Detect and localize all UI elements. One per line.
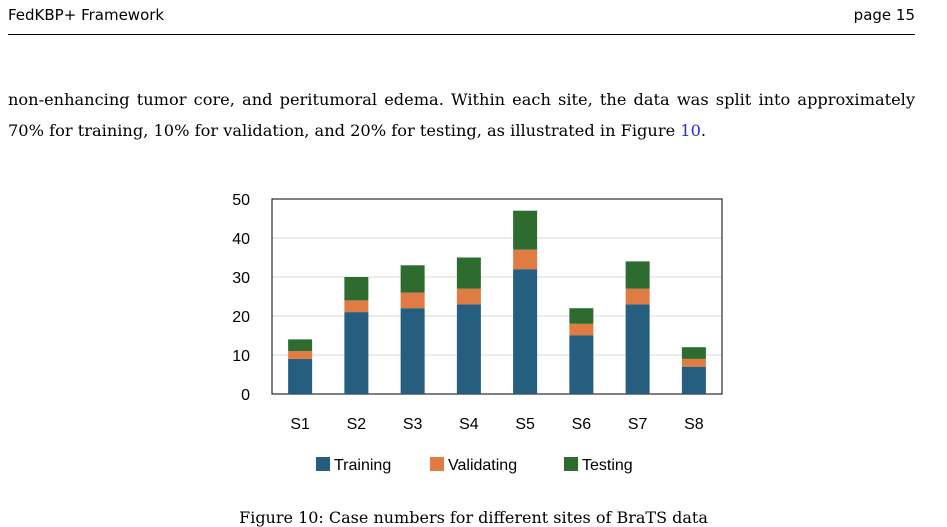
bar-training-s5 — [513, 269, 538, 394]
bar-testing-s4 — [456, 257, 481, 289]
x-category-label: S4 — [459, 416, 479, 433]
bar-training-s2 — [344, 312, 369, 394]
legend-label-training: Training — [334, 457, 391, 474]
x-category-label: S5 — [515, 416, 535, 433]
legend-swatch-testing — [564, 457, 578, 471]
x-category-label: S2 — [347, 416, 367, 433]
legend-label-validating: Validating — [448, 457, 517, 474]
bar-testing-s2 — [344, 277, 369, 301]
page-header: FedKBP+ Framework page 15 — [8, 0, 915, 35]
x-category-label: S7 — [628, 416, 648, 433]
figure-caption: Figure 10: Case numbers for different si… — [239, 508, 708, 527]
bar-training-s8 — [681, 366, 706, 394]
x-category-label: S3 — [403, 416, 423, 433]
y-tick-label: 30 — [232, 270, 250, 287]
bar-validating-s5 — [513, 249, 538, 270]
y-tick-label: 20 — [232, 309, 250, 326]
legend-label-testing: Testing — [582, 457, 633, 474]
y-tick-label: 40 — [232, 231, 250, 248]
bar-testing-s5 — [513, 210, 538, 250]
page-number: page 15 — [853, 6, 915, 24]
legend-swatch-validating — [430, 457, 444, 471]
bar-training-s7 — [625, 304, 650, 394]
bar-validating-s6 — [569, 323, 594, 336]
bar-validating-s1 — [288, 351, 313, 359]
y-tick-label: 10 — [232, 348, 250, 365]
x-category-label: S6 — [572, 416, 592, 433]
y-tick-label: 0 — [241, 387, 250, 404]
bar-testing-s6 — [569, 308, 594, 324]
plot-frame — [271, 198, 723, 395]
bar-training-s4 — [456, 304, 481, 394]
bar-testing-s3 — [400, 265, 425, 293]
x-category-label: S8 — [684, 416, 704, 433]
figure-reference-link[interactable]: 10 — [680, 121, 701, 140]
bar-validating-s4 — [456, 288, 481, 305]
y-tick-label: 50 — [232, 192, 250, 209]
paragraph-end: . — [700, 121, 707, 140]
bar-training-s1 — [288, 358, 313, 394]
x-category-label: S1 — [290, 416, 310, 433]
bar-validating-s2 — [344, 300, 369, 313]
bar-testing-s7 — [625, 261, 650, 289]
bar-validating-s7 — [625, 288, 650, 305]
bar-validating-s3 — [400, 292, 425, 309]
body-paragraph: non-enhancing tumor core, and peritumora… — [8, 84, 915, 146]
bar-testing-s8 — [681, 347, 706, 359]
running-title: FedKBP+ Framework — [8, 6, 165, 24]
bar-training-s6 — [569, 335, 594, 394]
bar-testing-s1 — [288, 339, 313, 352]
legend-swatch-training — [316, 457, 330, 471]
bar-validating-s8 — [681, 358, 706, 367]
paragraph-text: non-enhancing tumor core, and peritumora… — [8, 90, 915, 140]
bar-training-s3 — [400, 308, 425, 394]
